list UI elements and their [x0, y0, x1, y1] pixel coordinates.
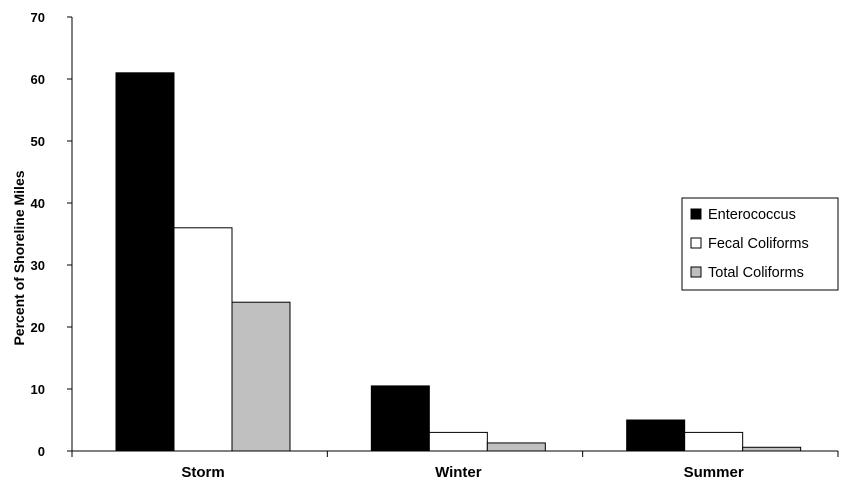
bar-fecal-coliforms	[684, 431, 744, 452]
y-tick-label: 10	[31, 382, 45, 397]
bar-enterococcus	[626, 419, 686, 452]
bar-total-coliforms	[486, 442, 546, 452]
y-tick-label: 40	[31, 196, 45, 211]
legend-label: Fecal Coliforms	[708, 236, 809, 252]
legend-swatch	[690, 208, 702, 220]
x-category-label: Storm	[181, 464, 224, 481]
bar-fecal-coliforms	[173, 227, 233, 452]
bars	[115, 72, 802, 452]
y-tick-label: 20	[31, 320, 45, 335]
y-tick-label: 0	[38, 444, 45, 459]
y-tick-label: 60	[31, 72, 45, 87]
labels: Percent of Shoreline Miles 0 10 20 30 40 50 60…	[11, 10, 744, 481]
legend: Enterococcus Fecal Coliforms Total Colifor…	[681, 197, 839, 291]
x-category-label: Summer	[684, 464, 744, 481]
legend-label: Total Coliforms	[708, 265, 804, 281]
bar-enterococcus	[115, 72, 175, 452]
bar-fecal-coliforms	[428, 431, 488, 452]
bar-total-coliforms	[742, 446, 802, 452]
y-tick-label: 50	[31, 134, 45, 149]
legend-swatch	[690, 266, 702, 278]
legend-swatch	[690, 237, 702, 249]
bar-enterococcus	[370, 385, 430, 452]
legend-label: Enterococcus	[708, 207, 796, 223]
bar-total-coliforms	[231, 301, 291, 452]
x-category-label: Winter	[435, 464, 482, 481]
y-axis-title: Percent of Shoreline Miles	[11, 170, 27, 345]
y-tick-label: 30	[31, 258, 45, 273]
y-tick-label: 70	[31, 10, 45, 25]
legend-box	[681, 197, 839, 291]
